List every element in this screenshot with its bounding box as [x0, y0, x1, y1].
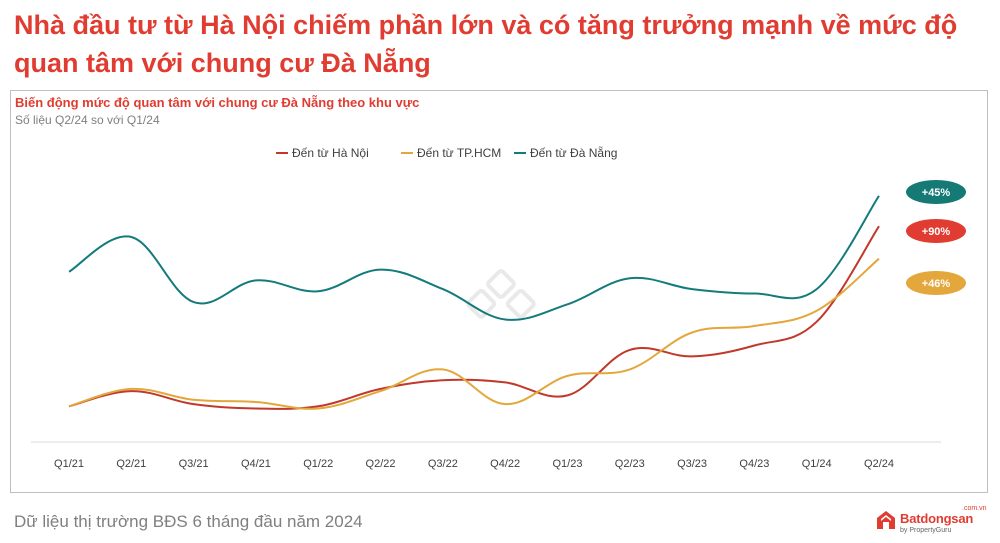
watermark-square [505, 288, 536, 319]
x-tick-label: Q1/23 [552, 458, 582, 470]
x-tick-label: Q3/21 [179, 458, 209, 470]
brand-logo[interactable]: Batdongsan .com.vn by PropertyGuru [876, 505, 988, 537]
badge-label: +45% [922, 187, 951, 199]
watermark-square [486, 269, 516, 299]
x-tick-label: Q1/22 [303, 458, 333, 470]
x-tick-label: Q4/21 [241, 458, 271, 470]
chart-panel: Q1/21 Q2/21 Q3/21 Q4/21 Q1/22 Q2/22 Q3/22 Q4/22… [10, 90, 988, 493]
x-tick-label: Q2/24 [864, 458, 894, 470]
brand-domain: .com.vn [962, 505, 987, 512]
badge-pill [906, 271, 966, 295]
brand-sub: by PropertyGuru [900, 527, 952, 534]
series-line-0 [68, 225, 880, 410]
x-tick-label: Q3/22 [428, 458, 458, 470]
page-headline: Nhà đầu tư từ Hà Nội chiếm phần lớn và c… [14, 10, 958, 78]
badge-pill [906, 219, 966, 243]
change-badge: +46% [906, 271, 966, 295]
legend-label: Đến từ Đà Nẵng [530, 145, 617, 160]
badge-label: +46% [922, 278, 951, 290]
footer-caption: Dữ liệu thị trường BĐS 6 tháng đầu năm 2… [14, 512, 363, 531]
watermark-logo-icon [466, 269, 536, 319]
brand-name: Batdongsan [900, 511, 974, 526]
watermark-square [466, 288, 497, 319]
x-tick-label: Q4/22 [490, 458, 520, 470]
badge-label: +90% [922, 226, 951, 238]
change-badge: +90% [906, 219, 966, 243]
x-tick-label: Q2/22 [366, 458, 396, 470]
x-tick-label: Q1/21 [54, 458, 84, 470]
change-badge: +45% [906, 180, 966, 204]
x-tick-label: Q3/23 [677, 458, 707, 470]
x-tick-label: Q4/23 [739, 458, 769, 470]
series-line-2 [68, 195, 880, 321]
series-line-1 [68, 257, 880, 410]
line-chart: Q1/21 Q2/21 Q3/21 Q4/21 Q1/22 Q2/22 Q3/22 Q4/22… [31, 145, 966, 470]
legend-label: Đến từ TP.HCM [417, 146, 501, 160]
house-logo-icon [877, 511, 895, 529]
legend-label: Đến từ Hà Nội [292, 146, 369, 160]
x-tick-label: Q2/23 [615, 458, 645, 470]
badge-pill [906, 180, 966, 204]
chart-title: Biến động mức độ quan tâm với chung cư Đ… [15, 95, 420, 110]
x-tick-label: Q2/21 [116, 458, 146, 470]
x-tick-label: Q1/24 [802, 458, 832, 470]
chart-subtitle: Số liệu Q2/24 so với Q1/24 [15, 113, 160, 127]
